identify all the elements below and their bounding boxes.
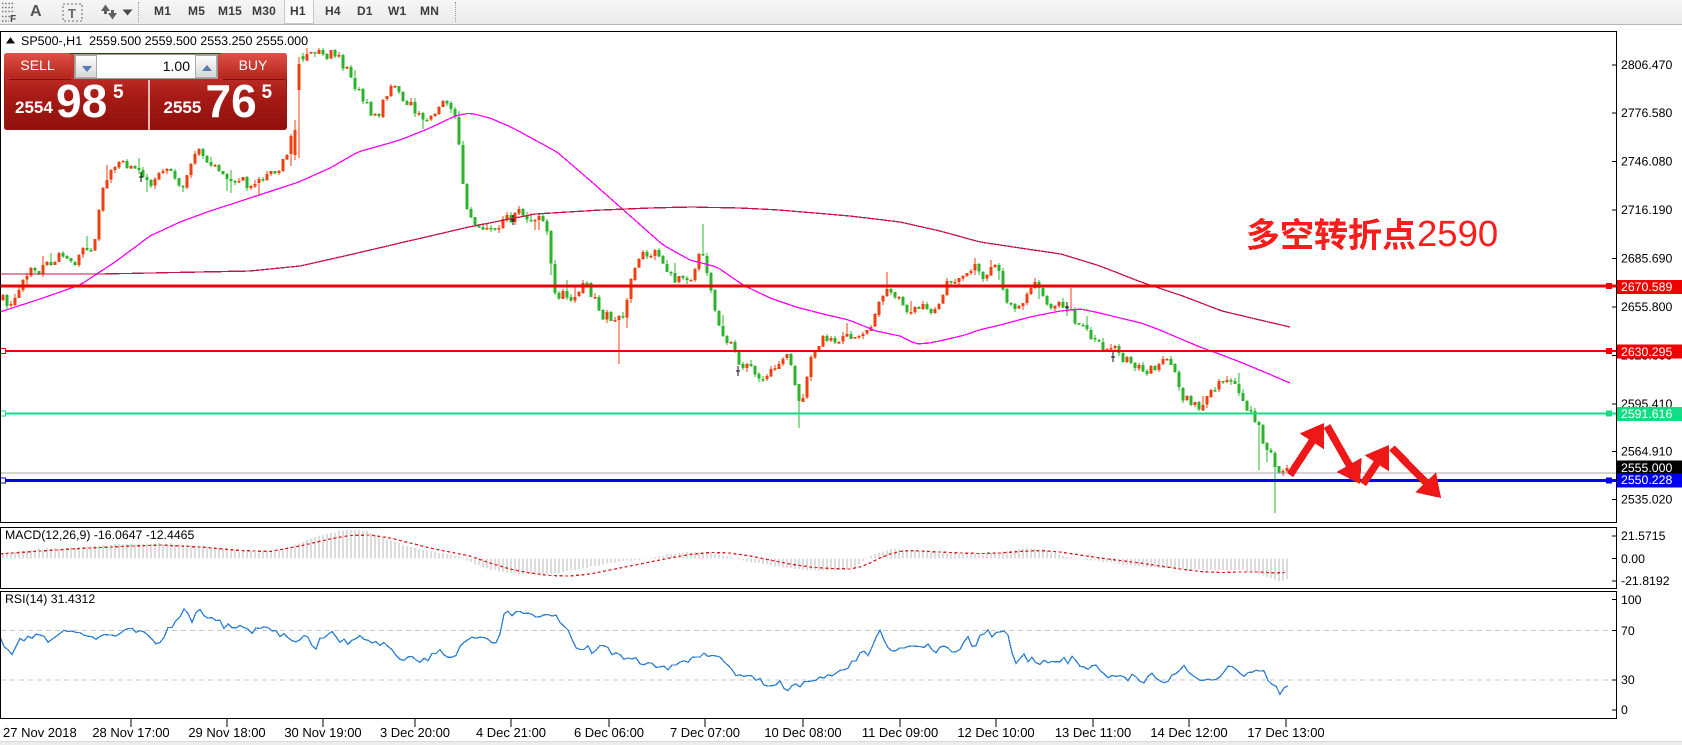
svg-text:2591.616: 2591.616 — [1621, 407, 1672, 421]
svg-text:6 Dec 06:00: 6 Dec 06:00 — [574, 725, 644, 740]
svg-text:12 Dec 10:00: 12 Dec 10:00 — [957, 725, 1034, 740]
svg-text:28 Nov 17:00: 28 Nov 17:00 — [92, 725, 169, 740]
svg-text:2550.228: 2550.228 — [1621, 473, 1672, 487]
svg-text:2716.190: 2716.190 — [1621, 203, 1672, 217]
svg-text:2564.910: 2564.910 — [1621, 445, 1672, 459]
svg-text:3 Dec 20:00: 3 Dec 20:00 — [380, 725, 450, 740]
svg-text:2806.470: 2806.470 — [1621, 58, 1672, 72]
svg-text:21.5715: 21.5715 — [1621, 529, 1666, 543]
svg-text:30 Nov 19:00: 30 Nov 19:00 — [284, 725, 361, 740]
svg-text:30: 30 — [1621, 673, 1635, 687]
svg-text:27 Nov 2018: 27 Nov 2018 — [3, 725, 77, 740]
svg-text:2555.000: 2555.000 — [1621, 461, 1672, 475]
svg-text:2746.080: 2746.080 — [1621, 155, 1672, 169]
svg-text:MACD(12,26,9) -16.0647 -12.446: MACD(12,26,9) -16.0647 -12.4465 — [5, 528, 195, 542]
svg-text:RSI(14) 31.4312: RSI(14) 31.4312 — [5, 592, 95, 606]
svg-text:11 Dec 09:00: 11 Dec 09:00 — [862, 725, 938, 740]
svg-text:0: 0 — [1621, 703, 1628, 717]
svg-text:10 Dec 08:00: 10 Dec 08:00 — [764, 725, 841, 740]
svg-text:14 Dec 12:00: 14 Dec 12:00 — [1150, 725, 1227, 740]
svg-text:70: 70 — [1621, 624, 1635, 638]
svg-text:2655.800: 2655.800 — [1621, 300, 1672, 314]
svg-text:4 Dec 21:00: 4 Dec 21:00 — [476, 725, 546, 740]
svg-text:SP500-,H1 2559.500 2559.500 2: SP500-,H1 2559.500 2559.500 2553.250 255… — [21, 34, 308, 48]
svg-text:F: F — [10, 14, 16, 24]
svg-text:100: 100 — [1621, 593, 1642, 607]
svg-text:0.00: 0.00 — [1621, 552, 1645, 566]
svg-text:-21.8192: -21.8192 — [1621, 574, 1670, 588]
svg-text:2590: 2590 — [1417, 213, 1498, 254]
svg-text:7 Dec 07:00: 7 Dec 07:00 — [670, 725, 740, 740]
svg-text:2670.589: 2670.589 — [1621, 280, 1672, 294]
svg-text:2776.580: 2776.580 — [1621, 106, 1672, 120]
svg-text:29 Nov 18:00: 29 Nov 18:00 — [188, 725, 265, 740]
svg-text:17 Dec 13:00: 17 Dec 13:00 — [1247, 725, 1324, 740]
svg-text:2630.295: 2630.295 — [1621, 345, 1672, 359]
svg-text:2685.690: 2685.690 — [1621, 252, 1672, 266]
svg-text:13 Dec 11:00: 13 Dec 11:00 — [1055, 725, 1131, 740]
svg-text:T: T — [68, 6, 76, 21]
svg-text:2535.020: 2535.020 — [1621, 493, 1672, 507]
